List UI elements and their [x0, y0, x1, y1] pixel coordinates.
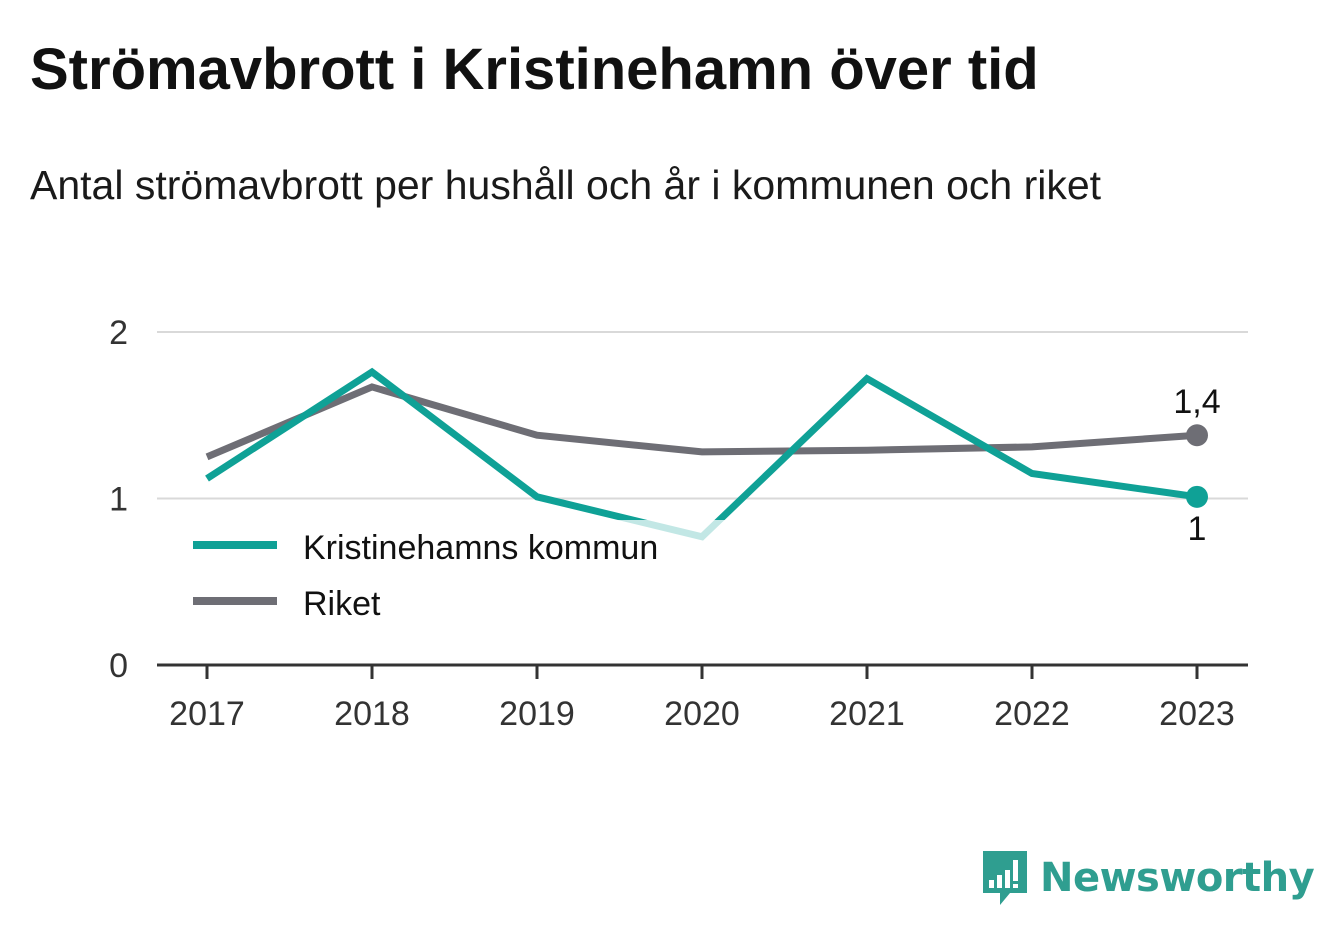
x-tick-label-2020: 2020: [664, 695, 740, 733]
legend-backdrop: [188, 520, 728, 548]
x-axis: 2017 2018 2019 2020 2021 2022 2023: [157, 663, 1248, 733]
series-lines: [205, 367, 1198, 541]
grid-lines: [157, 331, 1248, 500]
x-tick-label-2023: 2023: [1159, 695, 1235, 733]
x-tick-label-2021: 2021: [829, 695, 905, 733]
chart-title: Strömavbrott i Kristinehamn över tid: [30, 37, 1039, 102]
x-tick-label-2017: 2017: [169, 695, 245, 733]
legend-label-kristinehamns-kommun: Kristinehamns kommun: [303, 529, 658, 567]
end-marker-kristinehamns-kommun: [1186, 485, 1208, 508]
chart-subtitle: Antal strömavbrott per hushåll och år i …: [30, 162, 1102, 208]
y-tick-label-0: 0: [109, 647, 128, 685]
x-tick-label-2018: 2018: [334, 695, 410, 733]
x-tick-label-2019: 2019: [499, 695, 575, 733]
y-tick-label-1: 1: [109, 481, 128, 519]
bar-chart-speech-bubble-icon: [983, 851, 1027, 905]
end-label-riket: 1,4: [1173, 383, 1220, 421]
brand-name: Newsworthy: [1040, 855, 1315, 901]
end-marker-riket: [1186, 424, 1208, 447]
legend-label-riket: Riket: [303, 585, 381, 623]
series-line-riket: [205, 383, 1198, 461]
y-tick-label-2: 2: [109, 314, 128, 352]
end-label-kristinehamns-kommun: 1: [1188, 510, 1207, 548]
x-tick-label-2022: 2022: [994, 695, 1070, 733]
end-markers: 11,4: [1173, 383, 1220, 548]
legend: Kristinehamns kommun Riket: [188, 520, 728, 623]
brand-logo: Newsworthy: [980, 848, 1315, 908]
y-axis-ticks: 0 1 2: [109, 314, 128, 685]
